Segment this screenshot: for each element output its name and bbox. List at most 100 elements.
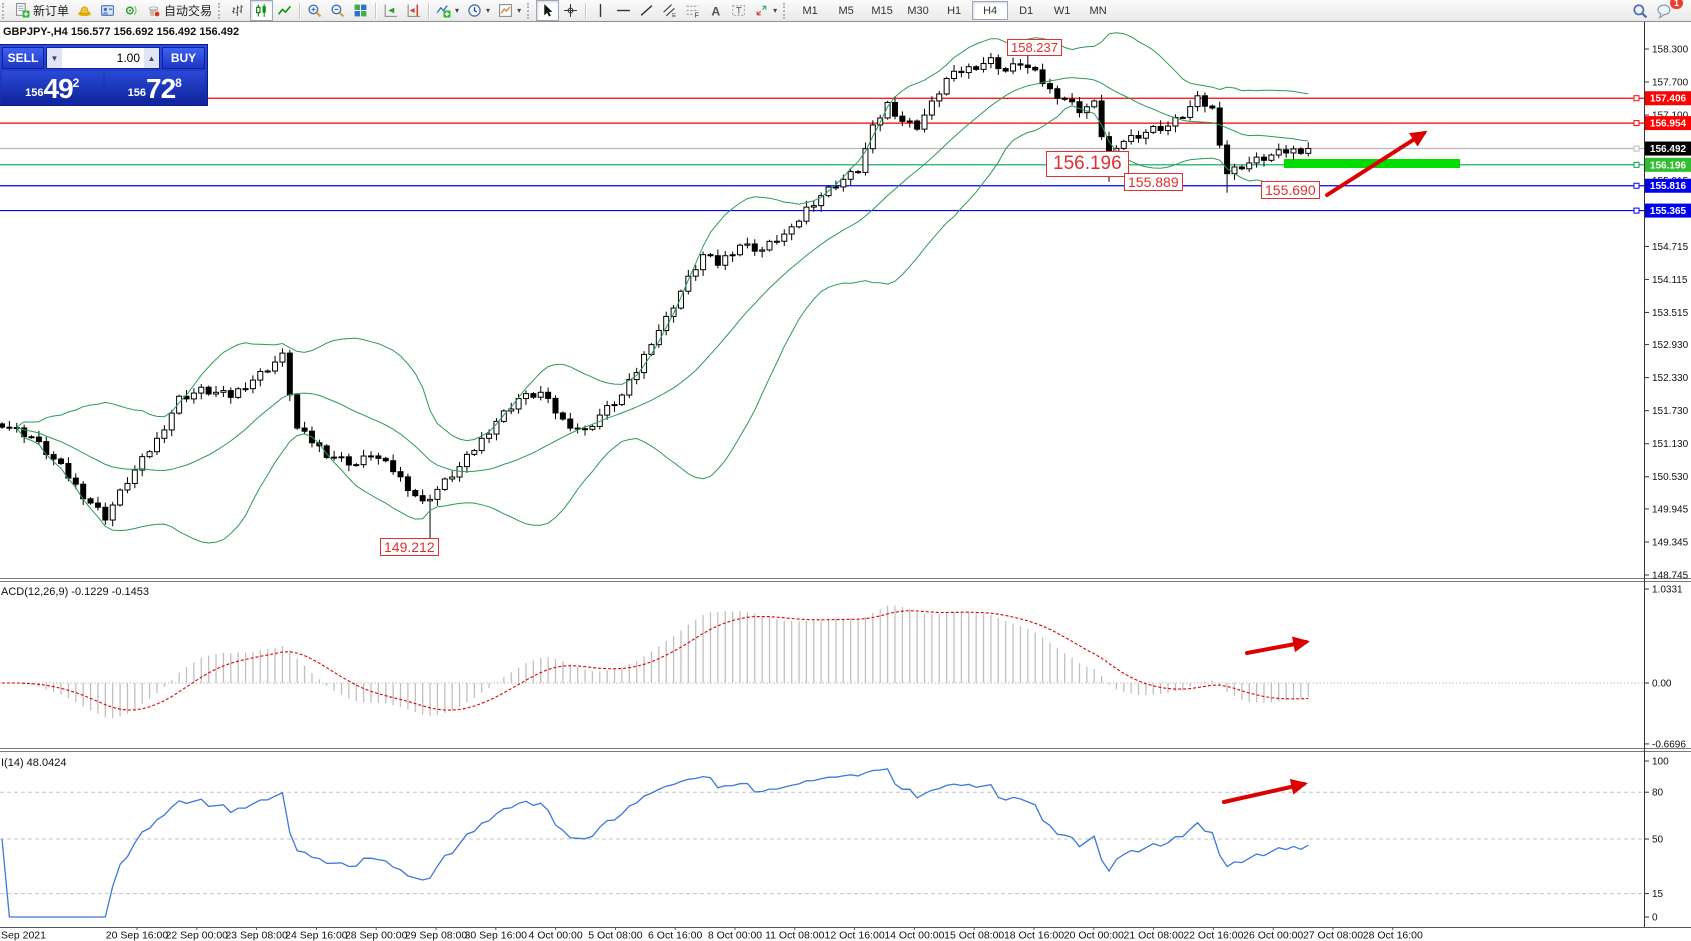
sell-price-prefix: 156: [25, 87, 44, 99]
zoom-in-icon: [308, 4, 322, 18]
periods-button[interactable]: ▾: [463, 0, 494, 21]
svg-text:23 Sep 08:00: 23 Sep 08:00: [225, 930, 288, 941]
svg-text:150.530: 150.530: [1652, 472, 1689, 483]
svg-text:6 Oct 16:00: 6 Oct 16:00: [648, 930, 702, 941]
toolbar-separator: [428, 2, 430, 19]
tile-windows-icon: [354, 4, 367, 17]
volume-decrease-button[interactable]: ▼: [47, 48, 62, 68]
candles-layer: [0, 52, 1312, 550]
toolbar-separator: [375, 2, 377, 19]
text-label-button[interactable]: T: [727, 0, 750, 21]
svg-text:14 Oct 00:00: 14 Oct 00:00: [884, 930, 944, 941]
svg-text:4 Oct 00:00: 4 Oct 00:00: [528, 930, 582, 941]
auto-scroll-button[interactable]: [379, 0, 402, 21]
signals-button[interactable]: [119, 0, 142, 21]
svg-text:12 Oct 16:00: 12 Oct 16:00: [825, 930, 885, 941]
timeframe-button-M15[interactable]: M15: [871, 4, 893, 17]
svg-text:148.745: 148.745: [1652, 571, 1689, 582]
trendline-icon: [640, 5, 653, 16]
svg-text:28 Oct 16:00: 28 Oct 16:00: [1363, 930, 1423, 941]
profile-window-icon: [101, 5, 114, 16]
sell-button[interactable]: SELL: [2, 47, 44, 69]
dropdown-caret-icon: ▾: [773, 6, 778, 15]
channel-icon: E: [663, 4, 676, 18]
chat-bubble-icon: [1657, 3, 1671, 19]
autotrading-button[interactable]: 自动交易: [142, 0, 216, 21]
svg-text:151.730: 151.730: [1652, 406, 1689, 417]
notification-badge: 1: [1669, 0, 1683, 9]
volume-value[interactable]: 1.00: [116, 51, 140, 65]
horizontal-line-button[interactable]: [612, 0, 635, 21]
svg-text:156.492: 156.492: [1650, 144, 1687, 155]
main-toolbar: 新订单 自动交易 ▾ ▾: [0, 0, 1691, 22]
svg-text:154.115: 154.115: [1652, 275, 1688, 286]
expert-advisors-button[interactable]: [73, 0, 96, 21]
tile-windows-button[interactable]: [349, 0, 372, 21]
svg-text:15: 15: [1652, 889, 1664, 900]
timeframe-button-D1[interactable]: D1: [1019, 4, 1034, 17]
timeframe-button-MN[interactable]: MN: [1089, 4, 1107, 17]
svg-text:-0.6696: -0.6696: [1652, 739, 1686, 750]
crosshair-button[interactable]: [559, 0, 582, 21]
timeframe-button-M1[interactable]: M1: [802, 4, 818, 17]
new-order-label: 新订单: [33, 4, 70, 18]
svg-text:29 Sep 08:00: 29 Sep 08:00: [405, 930, 468, 941]
templates-button[interactable]: ▾: [494, 0, 525, 21]
svg-text:100: 100: [1652, 757, 1669, 768]
candlestick-chart-button[interactable]: [250, 0, 274, 21]
svg-text:151.130: 151.130: [1652, 439, 1689, 450]
volume-increase-button[interactable]: ▲: [144, 48, 159, 68]
cursor-button[interactable]: [536, 0, 560, 21]
template-icon: [499, 4, 512, 17]
svg-text:156.196: 156.196: [1650, 160, 1687, 171]
svg-text:155.816: 155.816: [1650, 181, 1687, 192]
price-annotation-149212[interactable]: 149.212: [380, 538, 439, 556]
line-chart-button[interactable]: [273, 0, 296, 21]
indicators-button[interactable]: ▾: [432, 0, 463, 21]
toolbar-separator: [585, 2, 587, 19]
toolbar-grip: [527, 2, 534, 19]
svg-text:28 Sep 00:00: 28 Sep 00:00: [345, 930, 408, 941]
timeframe-button-H1[interactable]: H1: [947, 4, 962, 17]
timeframe-button-M5[interactable]: M5: [838, 4, 854, 17]
svg-text:F: F: [695, 12, 699, 18]
dropdown-caret-icon: ▾: [486, 6, 491, 15]
price-annotation-158237[interactable]: 158.237: [1007, 39, 1062, 56]
new-order-button[interactable]: 新订单: [11, 0, 73, 21]
price-annotation-155690[interactable]: 155.690: [1261, 181, 1320, 199]
search-icon: [1633, 3, 1648, 18]
hat-icon: [78, 6, 91, 17]
fibonacci-button[interactable]: F: [681, 0, 704, 21]
price-annotation-156196[interactable]: 156.196: [1046, 151, 1129, 177]
macd-indicator-label: ACD(12,26,9) -0.1229 -0.1453: [1, 586, 149, 598]
timeframe-button-M30[interactable]: M30: [907, 4, 929, 17]
channel-button[interactable]: E: [658, 0, 681, 21]
buy-price-panel[interactable]: 156 72 8: [104, 71, 205, 103]
text-button[interactable]: A: [704, 0, 727, 21]
buy-button[interactable]: BUY: [162, 47, 205, 69]
zoom-in-button[interactable]: [303, 0, 326, 21]
timeframe-button-H4[interactable]: H4: [972, 1, 1009, 20]
price-annotation-155889[interactable]: 155.889: [1124, 173, 1183, 191]
vertical-line-button[interactable]: [589, 0, 612, 21]
arrows-tool-button[interactable]: ▾: [750, 0, 781, 21]
notifications-button[interactable]: 1: [1652, 0, 1683, 21]
timeframe-button-W1[interactable]: W1: [1053, 4, 1071, 17]
bar-chart-button[interactable]: [227, 0, 250, 21]
sell-price-panel[interactable]: 156 49 2: [2, 71, 103, 103]
indicators-icon: [436, 5, 451, 18]
svg-text:A: A: [712, 4, 721, 18]
trendline-button[interactable]: [635, 0, 658, 21]
svg-text:22 Sep 00:00: 22 Sep 00:00: [166, 930, 229, 941]
autotrading-icon: [148, 6, 161, 18]
svg-text:Sep 2021: Sep 2021: [1, 930, 46, 941]
svg-text:149.345: 149.345: [1652, 537, 1689, 548]
svg-text:8 Oct 00:00: 8 Oct 00:00: [708, 930, 762, 941]
profiles-button[interactable]: [96, 0, 119, 21]
search-button[interactable]: [1628, 0, 1652, 21]
zoom-out-button[interactable]: [326, 0, 349, 21]
vertical-line-icon: [599, 4, 602, 17]
chart-shift-button[interactable]: [402, 0, 425, 21]
toolbar-separator: [299, 2, 301, 19]
